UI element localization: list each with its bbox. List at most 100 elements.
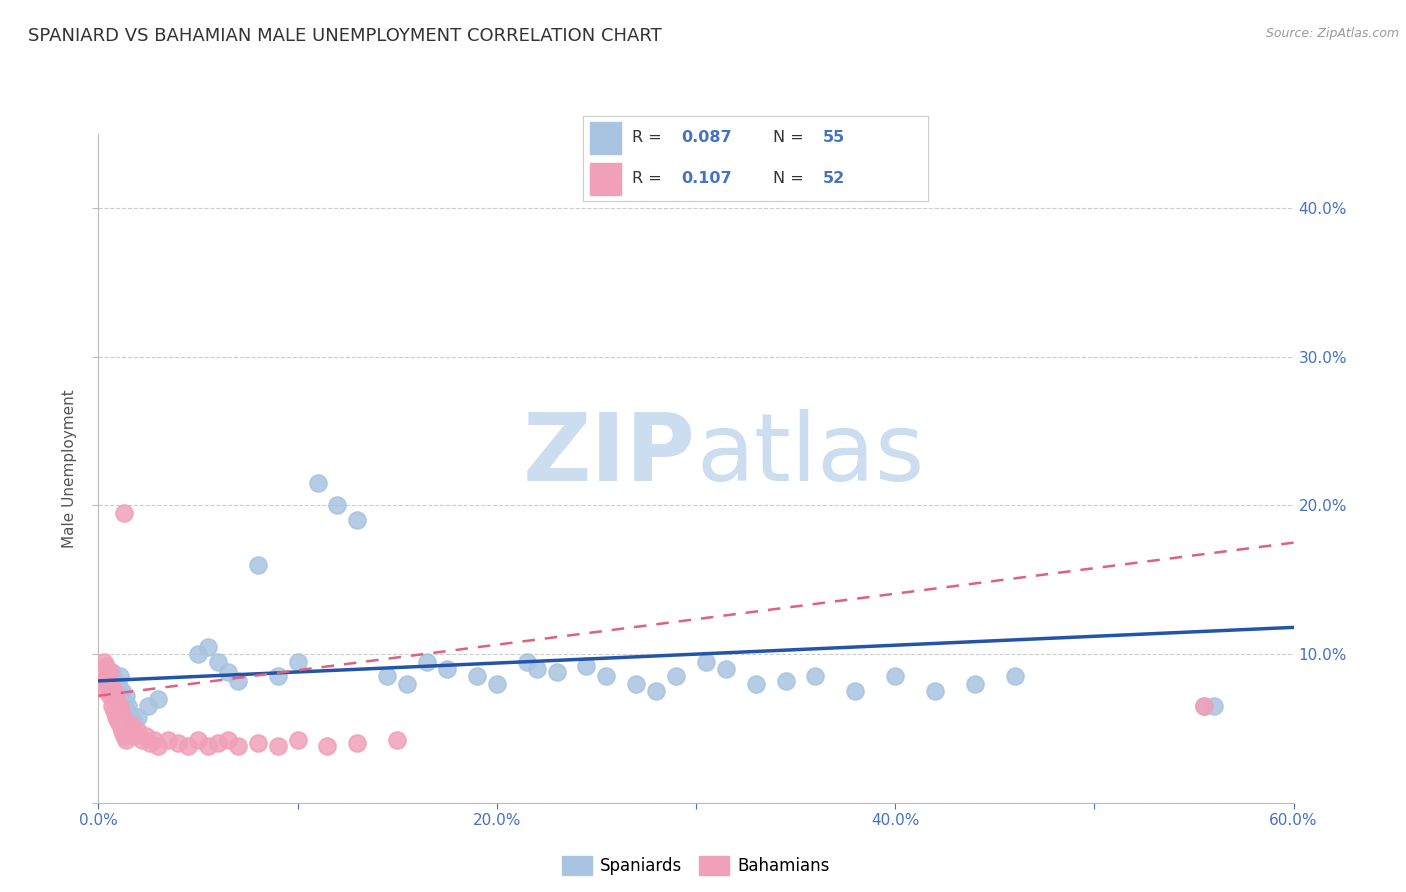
Point	[1192, 699, 1215, 714]
Point	[105, 691, 128, 706]
Point	[217, 665, 239, 679]
Point	[665, 669, 688, 683]
Point	[396, 677, 419, 691]
Point	[148, 691, 170, 706]
Text: 0.107: 0.107	[682, 171, 733, 186]
Point	[112, 729, 135, 743]
Point	[110, 669, 132, 683]
Point	[1004, 669, 1026, 683]
Point	[139, 736, 162, 750]
Point	[117, 722, 139, 736]
Point	[197, 640, 219, 654]
Point	[105, 709, 128, 723]
Point	[91, 662, 114, 676]
Text: N =: N =	[773, 130, 808, 145]
Point	[112, 695, 135, 709]
Point	[96, 659, 118, 673]
Point	[287, 733, 309, 747]
Point	[844, 684, 866, 698]
Point	[148, 739, 170, 754]
Point	[575, 659, 598, 673]
Point	[626, 677, 648, 691]
Point	[135, 729, 157, 743]
Point	[121, 718, 143, 732]
Point	[267, 739, 290, 754]
Point	[127, 709, 149, 723]
Point	[207, 736, 229, 750]
Point	[157, 733, 180, 747]
Point	[177, 739, 200, 754]
Point	[307, 476, 329, 491]
Point	[287, 655, 309, 669]
Point	[246, 736, 269, 750]
Point	[346, 736, 368, 750]
Text: ZIP: ZIP	[523, 409, 696, 501]
Point	[416, 655, 439, 669]
Point	[385, 733, 409, 747]
Point	[207, 655, 229, 669]
Point	[226, 673, 249, 688]
Point	[96, 662, 118, 676]
Point	[103, 684, 125, 698]
Point	[127, 724, 149, 739]
Point	[745, 677, 768, 691]
Point	[103, 684, 125, 698]
Point	[187, 733, 209, 747]
Point	[91, 669, 114, 683]
Text: R =: R =	[631, 171, 666, 186]
Point	[197, 739, 219, 754]
Point	[375, 669, 398, 683]
Point	[107, 695, 129, 709]
Text: 55: 55	[823, 130, 845, 145]
Point	[1192, 699, 1215, 714]
Point	[101, 699, 124, 714]
Point	[111, 724, 134, 739]
Point	[96, 684, 118, 698]
Point	[436, 662, 458, 676]
Point	[1202, 699, 1225, 714]
Point	[97, 680, 120, 694]
Point	[112, 714, 135, 728]
Point	[485, 677, 508, 691]
Point	[93, 655, 115, 669]
Point	[110, 718, 132, 732]
Point	[112, 506, 135, 520]
Point	[101, 665, 124, 679]
Point	[120, 724, 142, 739]
Point	[143, 733, 166, 747]
Point	[246, 558, 269, 572]
Point	[775, 673, 797, 688]
Text: 0.087: 0.087	[682, 130, 733, 145]
Point	[526, 662, 548, 676]
Point	[117, 699, 139, 714]
Point	[804, 669, 827, 683]
Point	[100, 680, 122, 694]
Point	[103, 704, 125, 718]
Point	[267, 669, 290, 683]
Point	[101, 680, 124, 694]
Text: N =: N =	[773, 171, 808, 186]
Point	[111, 706, 134, 721]
Point	[115, 733, 138, 747]
Text: 52: 52	[823, 171, 845, 186]
Point	[91, 673, 114, 688]
Point	[963, 677, 986, 691]
Point	[110, 699, 132, 714]
Point	[465, 669, 488, 683]
Point	[884, 669, 907, 683]
Text: R =: R =	[631, 130, 666, 145]
Point	[89, 669, 111, 683]
Point	[107, 714, 129, 728]
Point	[107, 677, 129, 691]
Point	[217, 733, 239, 747]
Point	[645, 684, 668, 698]
Y-axis label: Male Unemployment: Male Unemployment	[62, 389, 77, 548]
Point	[115, 689, 138, 703]
Point	[97, 669, 120, 683]
Point	[187, 647, 209, 661]
Point	[226, 739, 249, 754]
Legend: Spaniards, Bahamians: Spaniards, Bahamians	[555, 849, 837, 881]
Point	[93, 665, 115, 679]
Point	[124, 714, 146, 728]
Point	[924, 684, 946, 698]
